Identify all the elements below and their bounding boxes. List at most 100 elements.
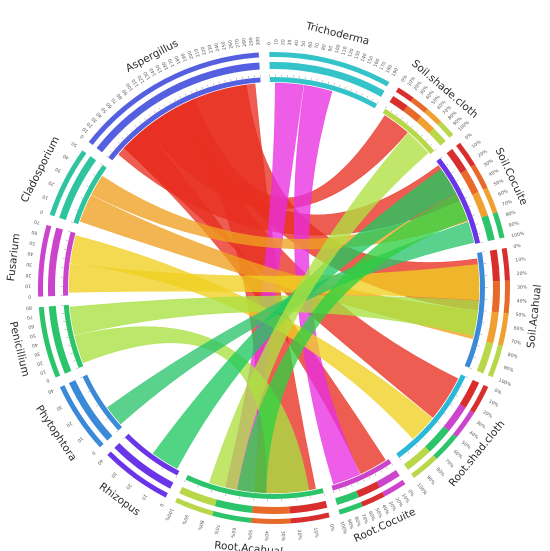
tick-label-aspergillus: 20 <box>86 121 94 129</box>
tick-label-trichoderma: 190 <box>391 67 401 78</box>
tick-label-aspergillus: 10 <box>81 126 89 134</box>
tick-mark-root-shad-cloth <box>407 451 410 454</box>
tick-mark-soil-shade-cloth <box>396 113 398 116</box>
tick-mark-rhizopus <box>123 437 125 440</box>
tick-mark-root-shad-cloth <box>423 437 426 440</box>
tick-label-root-shad-cloth: 10% <box>488 399 500 409</box>
tick-mark-aspergillus <box>113 146 116 149</box>
sector-outer-ring-soil-shade-cloth-2 <box>416 116 434 134</box>
tick-label-root-cocuite: 100% <box>339 521 349 536</box>
ribbon-penicillium-to-soil-acahual <box>69 295 479 336</box>
tick-label-root-acahual: 50% <box>246 530 253 541</box>
tick-label-aspergillus: 280 <box>241 38 248 48</box>
sector-inner-ring-phytophtora <box>82 374 123 431</box>
tick-label-cladosporium: 30 <box>54 166 62 174</box>
sector-label-soil-cocuite: Soil.Cocuite <box>493 146 530 207</box>
tick-mark-phytophtora <box>80 376 83 378</box>
tick-label-soil-acahual: 90% <box>503 365 515 374</box>
tick-mark-aspergillus <box>185 93 187 96</box>
tick-mark-penicillium <box>68 344 71 346</box>
tick-label-root-shad-cloth: 20% <box>481 409 493 420</box>
sector-outer-band-soil-cocuite-1 <box>470 164 488 190</box>
tick-label-aspergillus: 260 <box>227 39 234 49</box>
sector-outer-ring-fusarium-0 <box>47 227 63 297</box>
tick-mark-phytophtora <box>105 418 108 420</box>
sector-outer-ring-trichoderma-0 <box>269 62 385 97</box>
tick-label-trichoderma: 90 <box>327 45 334 52</box>
sector-label-phytophtora: Phytophtora <box>33 403 79 463</box>
tick-label-trichoderma: 120 <box>347 48 355 58</box>
tick-label-soil-shade-cloth: 20% <box>413 80 424 92</box>
tick-label-aspergillus: 70 <box>110 97 118 105</box>
tick-label-fusarium: 50 <box>29 239 36 246</box>
sector-outer-band-root-acahual-0 <box>290 512 330 524</box>
sector-label-rhizopus: Rhizopus <box>97 481 143 519</box>
tick-label-trichoderma: 80 <box>321 44 328 51</box>
tick-label-aspergillus: 230 <box>207 44 215 54</box>
tick-label-root-cocuite: 0% <box>406 488 415 498</box>
tick-mark-aspergillus <box>117 142 120 144</box>
sector-outer-band-soil-acahual-1 <box>503 280 510 314</box>
tick-label-trichoderma: 50 <box>301 41 308 48</box>
tick-mark-penicillium <box>76 368 79 370</box>
tick-label-aspergillus: 170 <box>167 57 176 68</box>
tick-label-soil-acahual: 10% <box>515 256 526 263</box>
tick-mark-rhizopus <box>161 467 163 470</box>
tick-label-soil-cocuite: 0% <box>464 132 474 142</box>
sector-outer-band-soil-acahual-2 <box>497 312 509 346</box>
tick-mark-soil-shade-cloth <box>390 110 393 112</box>
sector-outer-ring-root-shad-cloth-2 <box>425 426 450 452</box>
tick-mark-aspergillus <box>213 83 215 86</box>
tick-label-root-acahual: 40% <box>263 531 269 542</box>
sector-outer-band-soil-cocuite-3 <box>492 212 505 239</box>
tick-mark-root-shad-cloth <box>461 386 464 388</box>
tick-label-trichoderma: 100 <box>334 44 342 54</box>
tick-label-root-cocuite: 30% <box>387 500 397 512</box>
tick-mark-cladosporium <box>75 209 78 211</box>
tick-mark-aspergillus <box>109 150 112 153</box>
tick-mark-soil-shade-cloth <box>425 139 428 142</box>
tick-label-penicillium: 30 <box>33 350 40 357</box>
ribbon-trichoderma-to-root-cocuite <box>293 85 361 485</box>
sector-outer-band-root-acahual-3 <box>175 497 214 516</box>
tick-label-aspergillus: 50 <box>100 106 108 114</box>
tick-label-fusarium: 30 <box>26 261 32 268</box>
sector-outer-band-cladosporium <box>49 150 87 217</box>
tick-mark-aspergillus <box>122 137 124 140</box>
tick-label-soil-shade-cloth: 10% <box>406 75 417 87</box>
tick-mark-cladosporium <box>70 221 74 223</box>
tick-label-root-acahual: 70% <box>212 524 220 536</box>
sector-outer-band-soil-shade-cloth-1 <box>410 97 428 113</box>
tick-label-root-acahual: 30% <box>279 531 285 542</box>
tick-label-penicillium: 50 <box>29 332 36 339</box>
ribbon-layer <box>68 82 480 494</box>
tick-mark-root-cocuite <box>345 487 347 490</box>
tick-mark-soil-cocuite <box>475 223 478 225</box>
tick-mark-rhizopus <box>135 448 137 451</box>
sector-outer-band-fusarium <box>38 224 52 297</box>
tick-label-aspergillus: 0 <box>79 133 85 140</box>
sector-outer-ring-phytophtora-0 <box>68 380 113 441</box>
tick-label-soil-shade-cloth: 80% <box>447 110 459 122</box>
sector-inner-ring-penicillium <box>63 304 84 369</box>
sector-outer-band-root-acahual-2 <box>212 510 252 523</box>
tick-mark-soil-cocuite <box>465 197 468 199</box>
sector-outer-ring-root-acahual-1 <box>252 505 290 515</box>
sector-inner-ring-cladosporium <box>73 164 107 225</box>
sector-outer-band-soil-cocuite-0 <box>456 142 476 168</box>
sector-outer-band-trichoderma <box>269 52 390 87</box>
tick-label-fusarium: 20 <box>25 272 31 278</box>
tick-label-soil-cocuite: 30% <box>483 158 495 169</box>
tick-mark-soil-cocuite <box>478 232 481 234</box>
sector-outer-ring-soil-shade-cloth-0 <box>389 96 408 112</box>
tick-mark-aspergillus <box>144 118 146 120</box>
tick-mark-cladosporium <box>100 163 103 165</box>
sector-outer-band-root-shad-cloth-2 <box>433 433 457 459</box>
tick-mark-root-shad-cloth <box>430 429 433 432</box>
tick-label-aspergillus: 80 <box>116 92 124 100</box>
tick-label-aspergillus: 90 <box>121 88 129 96</box>
tick-label-root-shad-cloth: 90% <box>425 475 437 487</box>
tick-label-cladosporium: 0 <box>39 208 44 215</box>
tick-label-soil-shade-cloth: 40% <box>425 89 436 101</box>
tick-mark-aspergillus <box>169 101 171 104</box>
